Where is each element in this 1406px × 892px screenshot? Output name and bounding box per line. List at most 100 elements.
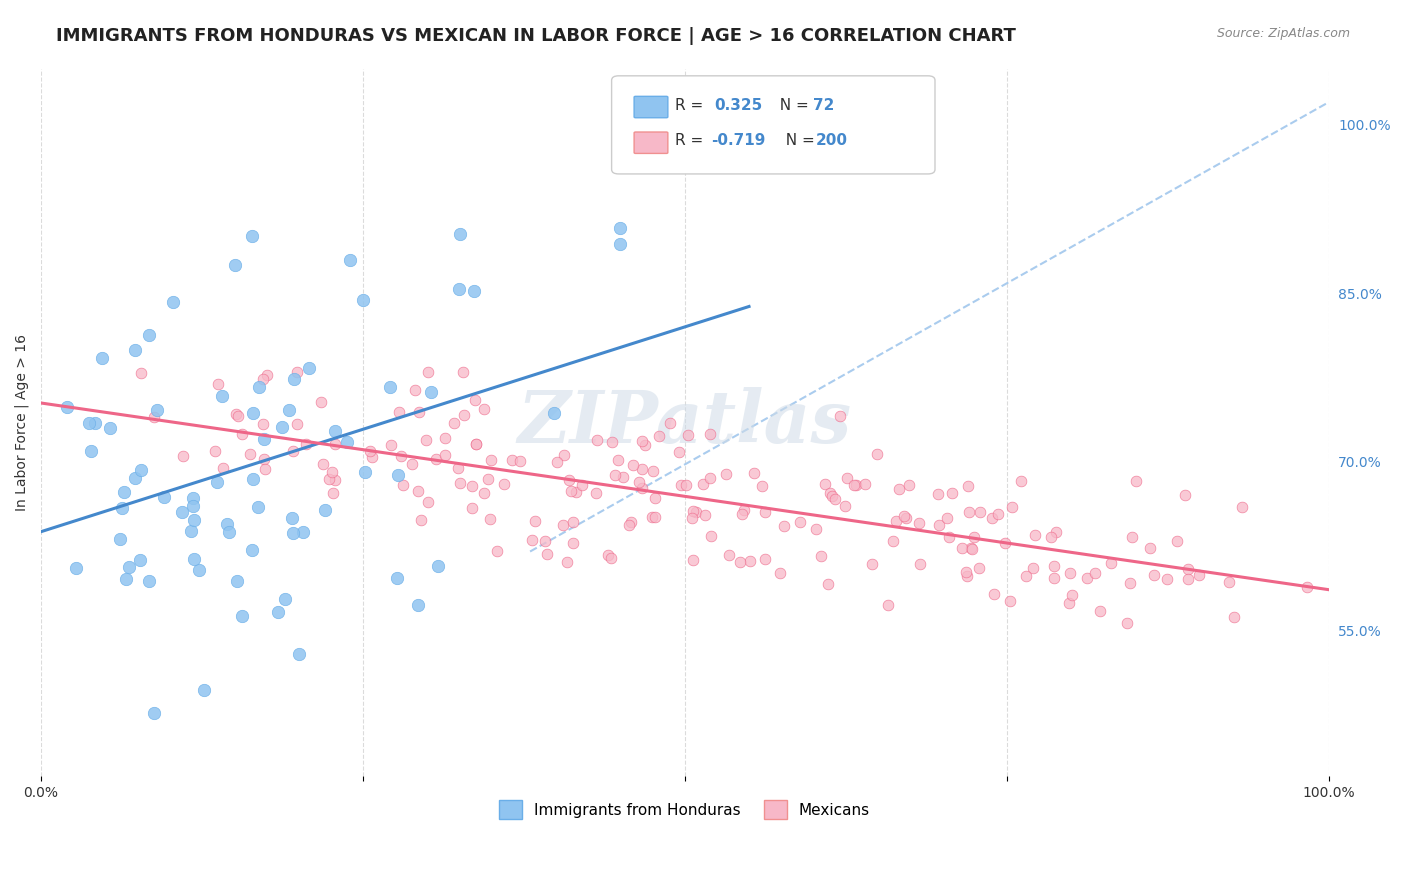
Point [477,471,499,485]
Point [553,518,575,533]
Point [1043,559,1066,574]
Point [434,431,457,445]
Point [80,443,103,458]
Point [415,433,437,447]
Point [941,486,963,500]
Text: N =: N = [770,98,814,112]
Point [464,437,486,451]
Point [631,462,654,476]
Point [314,502,336,516]
Point [112,484,135,499]
Point [634,438,657,452]
Point [804,522,827,536]
Point [138,574,160,588]
Point [585,433,607,447]
Point [834,499,856,513]
Point [267,605,290,619]
Point [281,511,304,525]
Point [1166,533,1188,548]
Point [1022,561,1045,575]
Point [897,478,920,492]
Point [494,477,516,491]
Point [434,448,457,462]
Point [695,508,717,522]
Point [287,647,309,661]
Text: 0.325: 0.325 [714,98,762,112]
Point [751,479,773,493]
Point [1060,588,1083,602]
Point [124,471,146,485]
Point [321,466,343,480]
Point [928,518,950,533]
Point [479,512,502,526]
Point [621,458,644,473]
Point [1139,541,1161,555]
Point [817,577,839,591]
Point [114,572,136,586]
Point [692,477,714,491]
Point [215,516,238,531]
Point [1177,572,1199,586]
Point [742,466,765,480]
Point [700,529,723,543]
Point [207,376,229,391]
Point [1119,575,1142,590]
Point [246,500,269,514]
Point [408,405,430,419]
Point [553,448,575,462]
Point [188,563,211,577]
Point [609,237,631,252]
Point [404,383,426,397]
Point [1045,525,1067,540]
Point [146,403,169,417]
Point [598,548,620,562]
Point [461,501,484,516]
Point [675,478,697,492]
Point [835,471,858,485]
Point [845,478,868,492]
Point [449,227,471,241]
Point [323,425,346,439]
Point [754,552,776,566]
Point [1115,615,1137,630]
Point [427,559,450,574]
Point [225,407,247,421]
Point [685,505,707,519]
Point [211,460,233,475]
Point [789,515,811,529]
Point [599,550,621,565]
Point [536,547,558,561]
Point [443,416,465,430]
Point [853,476,876,491]
Point [143,410,166,425]
Text: 200: 200 [815,134,848,148]
Point [983,587,1005,601]
Point [643,464,665,478]
Point [211,389,233,403]
Point [716,467,738,482]
Point [193,683,215,698]
Point [453,408,475,422]
Text: R =: R = [675,98,713,112]
Point [810,549,832,564]
Point [464,392,486,407]
Point [682,553,704,567]
Point [981,511,1004,525]
Point [416,494,439,508]
Point [253,452,276,467]
Point [129,463,152,477]
Point [534,534,557,549]
Point [318,472,340,486]
Point [419,384,441,399]
Point [669,478,692,492]
Point [253,432,276,446]
Point [380,438,402,452]
Point [283,372,305,386]
Point [955,565,977,579]
Point [240,228,263,243]
Point [960,541,983,555]
Point [896,511,918,525]
Point [754,506,776,520]
Point [769,566,792,580]
Point [479,453,502,467]
